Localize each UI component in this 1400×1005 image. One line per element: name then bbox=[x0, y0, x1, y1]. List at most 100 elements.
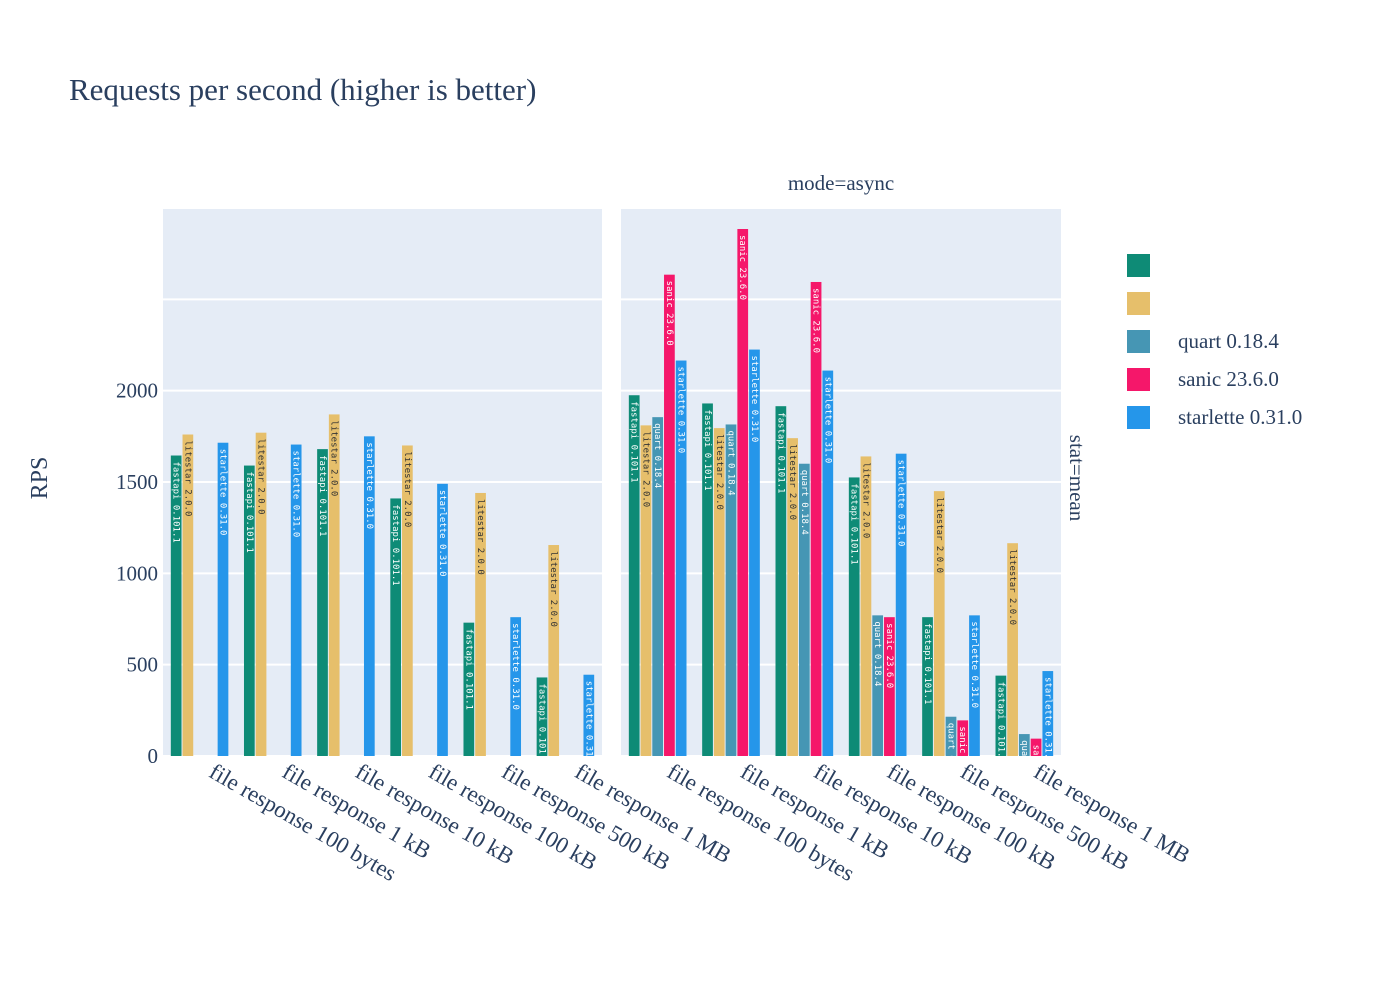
y-tick-label: 2000 bbox=[116, 379, 158, 403]
bar-label: sanic 23.6.0 bbox=[884, 623, 894, 688]
legend-swatch bbox=[1127, 292, 1150, 315]
bar-label: fastapi 0.101.1 bbox=[849, 483, 859, 564]
bar bbox=[933, 491, 945, 756]
bar bbox=[243, 465, 255, 756]
bar bbox=[402, 445, 413, 756]
bar-label: starlette 0.31.0 bbox=[291, 451, 301, 538]
legend-label: sanic 23.6.0 bbox=[1178, 367, 1279, 391]
bar bbox=[922, 617, 933, 756]
bar-label: fastapi 0.101.1 bbox=[775, 412, 785, 493]
legend-swatch bbox=[1127, 406, 1150, 429]
bar-label: starlette 0.31.0 bbox=[896, 460, 906, 547]
bar bbox=[628, 395, 640, 756]
bar bbox=[775, 406, 787, 756]
bar-label: quart 0.18.4 bbox=[946, 723, 956, 788]
y-tick-label: 1500 bbox=[116, 470, 158, 494]
bar-label: litestar 2.0.0 bbox=[402, 451, 412, 527]
bar-label: fastapi 0.101.1 bbox=[390, 504, 400, 585]
y-tick-label: 500 bbox=[127, 653, 159, 677]
bar bbox=[787, 438, 798, 756]
bar-label: quart 0.18.4 bbox=[799, 470, 809, 535]
bar bbox=[437, 483, 448, 756]
bar-label: sanic 23.6.0 bbox=[664, 281, 674, 346]
bar bbox=[390, 498, 402, 756]
bar-label: fastapi 0.101.1 bbox=[922, 623, 932, 704]
bar-label: quart 0.18.4 bbox=[1019, 740, 1029, 805]
bar bbox=[510, 617, 522, 756]
bar-label: fastapi 0.101.1 bbox=[463, 629, 473, 710]
bar-label: litestar 2.0.0 bbox=[329, 420, 339, 496]
bar-label: litestar 2.0.0 bbox=[548, 551, 558, 627]
bar bbox=[872, 615, 884, 756]
bar-label: litestar 2.0.0 bbox=[640, 431, 650, 507]
bar-label: litestar 2.0.0 bbox=[860, 462, 870, 538]
bar bbox=[957, 720, 969, 756]
bar bbox=[798, 463, 810, 756]
bar-label: sanic 23.6.0 bbox=[737, 235, 747, 300]
bar-label: starlette 0.31.0 bbox=[822, 377, 832, 464]
bar bbox=[463, 622, 475, 756]
bar bbox=[170, 455, 182, 756]
bar-label: starlette 0.31.0 bbox=[969, 621, 979, 708]
legend-swatch bbox=[1127, 254, 1150, 277]
bar bbox=[848, 477, 860, 756]
bar-label: starlette 0.31.0 bbox=[676, 367, 686, 454]
bar bbox=[1018, 734, 1030, 756]
bar bbox=[675, 360, 687, 756]
bar bbox=[1042, 671, 1054, 756]
bar bbox=[995, 675, 1007, 756]
bar bbox=[363, 436, 375, 756]
bar bbox=[702, 403, 713, 756]
bar bbox=[290, 444, 302, 756]
bar bbox=[713, 428, 725, 756]
bar bbox=[652, 417, 664, 756]
bar bbox=[1030, 738, 1042, 756]
bar bbox=[810, 281, 822, 756]
bar-label: fastapi 0.101.1 bbox=[702, 409, 712, 490]
row-facet-label: stat=mean bbox=[1065, 435, 1089, 522]
legend-swatch bbox=[1127, 368, 1150, 391]
bar-label: starlette 0.31.0 bbox=[749, 356, 759, 443]
bar bbox=[328, 414, 340, 756]
bar-label: starlette 0.31.0 bbox=[437, 490, 447, 577]
bar bbox=[725, 424, 737, 756]
bar bbox=[475, 492, 486, 756]
bar bbox=[536, 677, 548, 756]
bar-label: starlette 0.31.0 bbox=[217, 449, 227, 536]
bar-label: fastapi 0.101.1 bbox=[171, 462, 181, 543]
bar bbox=[255, 432, 267, 756]
bar bbox=[860, 456, 872, 756]
chart-title: Requests per second (higher is better) bbox=[69, 72, 536, 107]
bar bbox=[749, 349, 760, 756]
bar bbox=[945, 716, 957, 756]
y-axis-title: RPS bbox=[27, 457, 53, 500]
bar bbox=[317, 449, 328, 756]
bar bbox=[583, 674, 595, 756]
bar-label: litestar 2.0.0 bbox=[475, 499, 485, 575]
bar-label: litestar 2.0.0 bbox=[182, 441, 192, 517]
bar-label: starlette 0.31.0 bbox=[583, 681, 593, 768]
bar-label: fastapi 0.101.1 bbox=[317, 455, 327, 536]
bar-label: fastapi 0.101.1 bbox=[995, 682, 1005, 763]
legend-label: quart 0.18.4 bbox=[1178, 329, 1279, 353]
bar bbox=[182, 434, 194, 756]
bar-label: starlette 0.31.0 bbox=[364, 442, 374, 529]
bar-label: sanic 23.6.0 bbox=[957, 726, 967, 791]
bar bbox=[664, 274, 675, 756]
bar-label: starlette 0.31.0 bbox=[1042, 677, 1052, 764]
bar-label: litestar 2.0.0 bbox=[714, 434, 724, 510]
legend-label: starlette 0.31.0 bbox=[1178, 405, 1302, 429]
bar-label: litestar 2.0.0 bbox=[1007, 549, 1017, 625]
bar-label: quart 0.18.4 bbox=[872, 621, 882, 686]
bar bbox=[640, 425, 652, 756]
bar-label: sanic 23.6.0 bbox=[811, 288, 821, 353]
bar-label: quart 0.18.4 bbox=[726, 430, 736, 495]
y-tick-label: 0 bbox=[148, 744, 159, 768]
bar bbox=[548, 545, 560, 756]
y-tick-label: 1000 bbox=[116, 561, 158, 585]
bar bbox=[822, 370, 834, 756]
bar-label: litestar 2.0.0 bbox=[934, 497, 944, 573]
bar-label: fastapi 0.101.1 bbox=[244, 472, 254, 553]
legend: quart 0.18.4 sanic 23.6.0 starlette 0.31.0 bbox=[1127, 254, 1302, 429]
